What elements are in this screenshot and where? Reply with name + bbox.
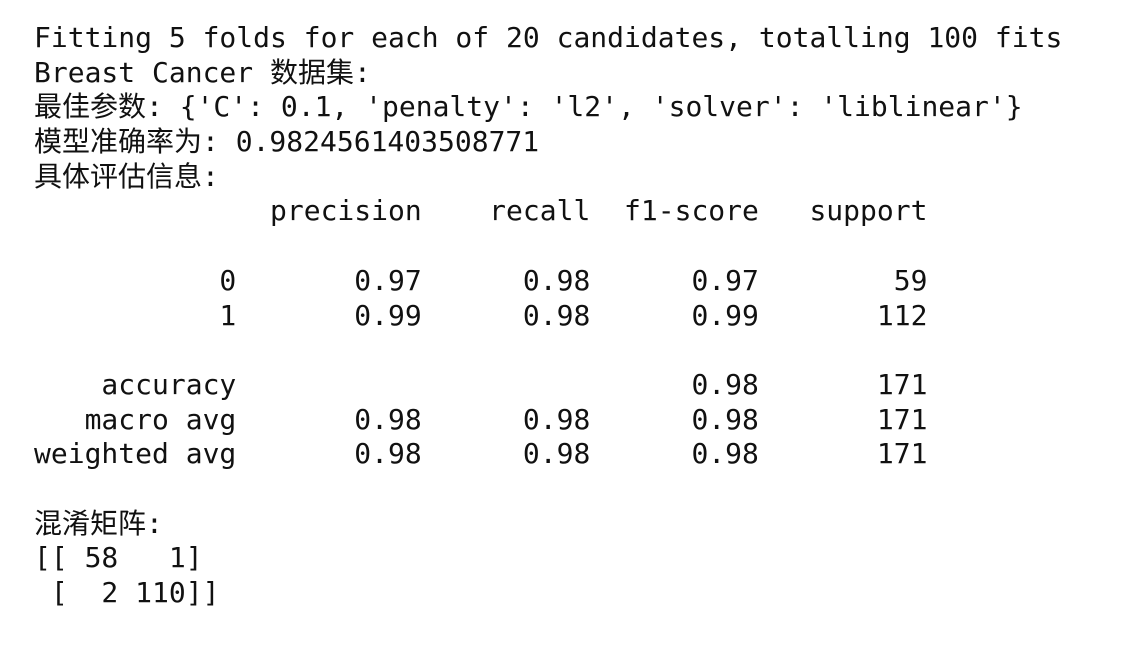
report-row-accuracy: accuracy 0.98 171	[34, 367, 928, 401]
fit-message: Fitting 5 folds for each of 20 candidate…	[34, 21, 1063, 54]
report-row-class-0: 0 0.97 0.98 0.97 59	[34, 263, 928, 297]
confusion-row-1: [[ 58 1]	[34, 541, 203, 575]
best-params-line: 最佳参数: {'C': 0.1, 'penalty': 'l2', 'solve…	[34, 90, 1023, 124]
confusion-title: 混淆矩阵:	[34, 506, 163, 540]
report-row-class-1: 1 0.99 0.98 0.99 112	[34, 298, 928, 332]
report-row-macro-avg: macro avg 0.98 0.98 0.98 171	[34, 402, 928, 436]
report-row-weighted-avg: weighted avg 0.98 0.98 0.98 171	[34, 437, 928, 471]
report-title: 具体评估信息:	[34, 159, 219, 193]
blank-line	[34, 472, 1062, 507]
console-output: Fitting 5 folds for each of 20 candidate…	[34, 21, 1062, 611]
accuracy-line: 模型准确率为: 0.9824561403508771	[34, 125, 540, 159]
report-blank-line	[34, 229, 1062, 264]
dataset-line: Breast Cancer 数据集:	[34, 55, 371, 89]
report-blank-line	[34, 333, 1062, 368]
report-header: precision recall f1-score support	[34, 194, 928, 228]
confusion-row-2: [ 2 110]]	[34, 576, 220, 609]
